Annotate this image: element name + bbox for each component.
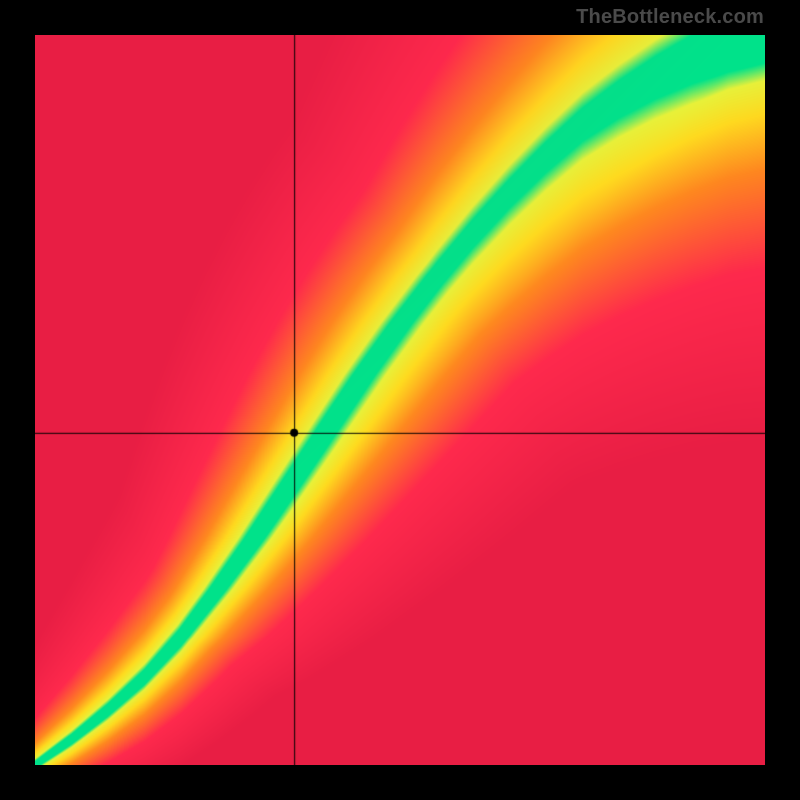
- watermark-text: TheBottleneck.com: [576, 6, 764, 29]
- chart-container: TheBottleneck.com: [0, 0, 800, 800]
- heatmap-plot: [35, 35, 765, 765]
